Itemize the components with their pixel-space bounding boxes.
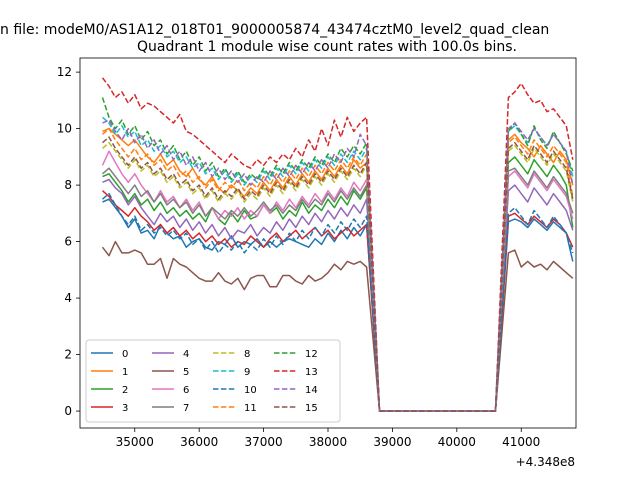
y-tick-label: 10 xyxy=(57,122,72,136)
y-tick-label: 8 xyxy=(64,178,72,192)
legend-label-13: 13 xyxy=(305,367,318,378)
chart-title: Quadrant 1 module wise count rates with … xyxy=(137,39,517,55)
legend-label-15: 15 xyxy=(305,403,318,414)
y-tick-label: 2 xyxy=(64,348,72,362)
legend-label-7: 7 xyxy=(183,403,189,414)
legend-label-8: 8 xyxy=(244,349,250,360)
chart-suptitle: n file: modeM0/AS1A12_018T01_9000005874_… xyxy=(0,22,549,38)
legend-label-6: 6 xyxy=(183,385,189,396)
y-tick-label: 4 xyxy=(64,291,72,305)
x-tick-label: 37000 xyxy=(244,435,282,449)
legend-label-5: 5 xyxy=(183,367,189,378)
legend-label-9: 9 xyxy=(244,367,250,378)
legend-label-10: 10 xyxy=(244,385,257,396)
legend-label-2: 2 xyxy=(122,385,128,396)
legend-label-11: 11 xyxy=(244,403,257,414)
x-tick-label: 36000 xyxy=(180,435,218,449)
legend-label-0: 0 xyxy=(122,349,128,360)
plot-lines xyxy=(101,77,574,412)
series-line-10 xyxy=(102,192,574,412)
y-tick-label: 0 xyxy=(64,404,72,418)
x-axis: 35000 36000 37000 38000 39000 40000 41000 xyxy=(116,428,540,449)
legend-label-14: 14 xyxy=(305,385,318,396)
x-tick-label: 38000 xyxy=(309,435,347,449)
x-offset-label: +4.348e8 xyxy=(516,455,575,469)
legend-label-3: 3 xyxy=(122,403,128,414)
x-tick-label: 35000 xyxy=(116,435,154,449)
x-tick-label: 41000 xyxy=(502,435,540,449)
legend-label-1: 1 xyxy=(122,367,128,378)
series-line-15 xyxy=(102,136,574,412)
legend-label-4: 4 xyxy=(183,349,189,360)
x-tick-label: 40000 xyxy=(438,435,476,449)
legend-label-12: 12 xyxy=(305,349,318,360)
legend-box xyxy=(85,339,341,423)
y-tick-label: 12 xyxy=(57,65,72,79)
y-tick-label: 6 xyxy=(64,235,72,249)
series-line-12 xyxy=(101,97,574,412)
x-tick-label: 39000 xyxy=(373,435,411,449)
y-axis: 0 2 4 6 8 10 12 xyxy=(57,65,80,418)
